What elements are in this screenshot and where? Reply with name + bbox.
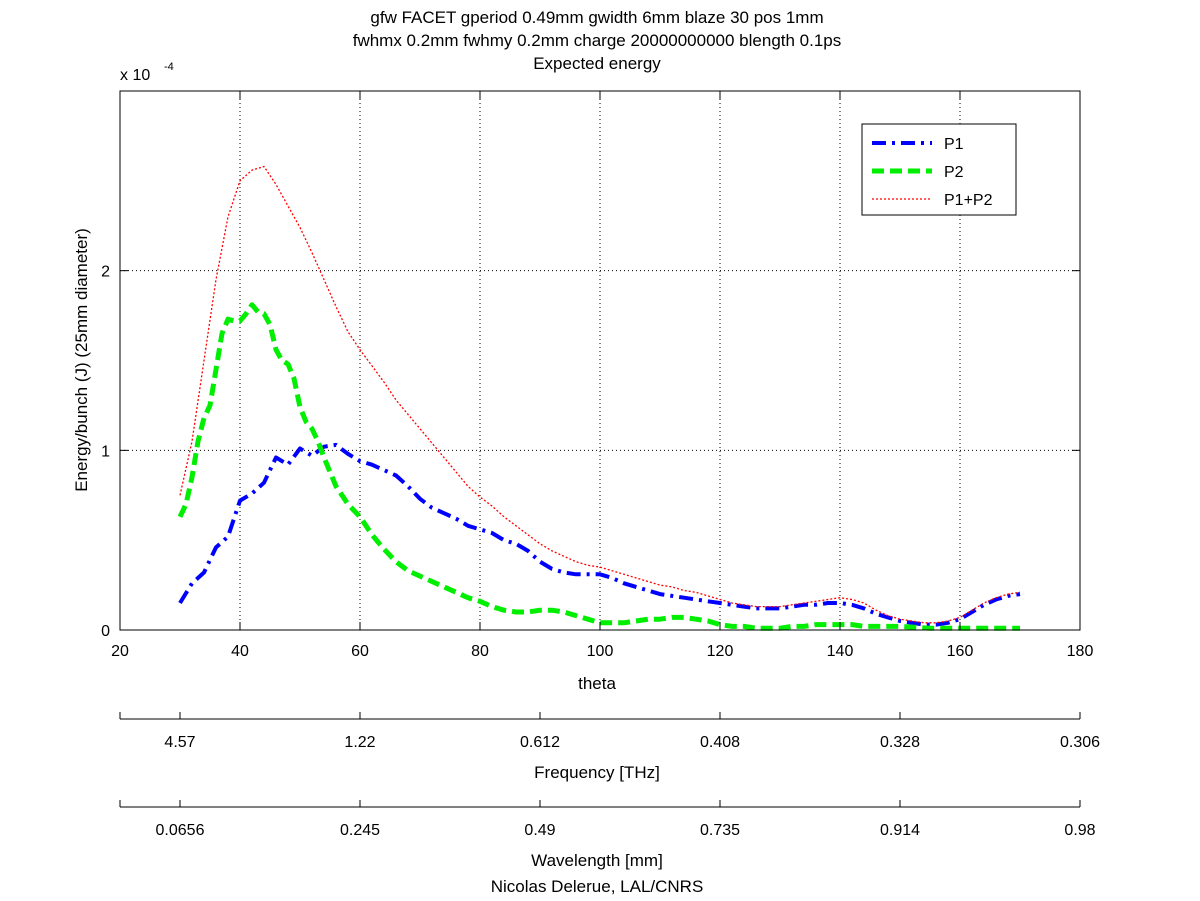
- chart-title: gfw FACET gperiod 0.49mm gwidth 6mm blaz…: [353, 8, 842, 73]
- secondary-tick-label: 0.328: [880, 734, 920, 751]
- x-tick-label: 80: [471, 643, 489, 660]
- secondary-tick-label: 0.408: [700, 734, 740, 751]
- legend: P1 P2 P1+P2: [861, 123, 1017, 216]
- title-line-3: Expected energy: [533, 54, 661, 73]
- secondary-tick-label: 0.735: [700, 822, 740, 839]
- legend-label: P2: [944, 164, 964, 181]
- secondary-tick-label: 1.22: [344, 734, 375, 751]
- wavelength-axis-label: Wavelength [mm]: [531, 851, 663, 870]
- secondary-axes: 4.57 1.22 0.612 0.408 0.328 0.306 0.0656 0.245 0…: [119, 712, 1100, 839]
- series-line-p2: [177, 302, 1020, 631]
- x-axis-label: theta: [578, 674, 616, 693]
- x-tick-label: 60: [351, 643, 369, 660]
- x-tick-label: 140: [827, 643, 854, 660]
- series-lines: [177, 165, 1021, 631]
- title-line-2: fwhmx 0.2mm fwhmy 0.2mm charge 200000000…: [353, 31, 842, 50]
- series-line-p1-plus-p2: [179, 165, 1021, 624]
- secondary-tick-label: 0.98: [1064, 822, 1095, 839]
- y-tick-label: 0: [101, 623, 110, 640]
- x-tick-label: 100: [587, 643, 614, 660]
- y-multiplier-exponent: -4: [164, 61, 174, 73]
- legend-box: [861, 123, 1017, 216]
- x-tick-label: 180: [1067, 643, 1094, 660]
- secondary-tick-label: 0.245: [340, 822, 380, 839]
- legend-label: P1+P2: [944, 192, 993, 209]
- secondary-tick-label: 0.306: [1060, 734, 1100, 751]
- x-tick-label: 120: [707, 643, 734, 660]
- title-line-1: gfw FACET gperiod 0.49mm gwidth 6mm blaz…: [370, 8, 823, 27]
- frequency-axis-label: Frequency [THz]: [534, 763, 660, 782]
- secondary-tick-label: 0.612: [520, 734, 560, 751]
- credit-text: Nicolas Delerue, LAL/CNRS: [491, 877, 704, 896]
- y-multiplier-base: x 10: [120, 67, 150, 84]
- secondary-tick-label: 0.0656: [156, 822, 205, 839]
- legend-label: P1: [944, 136, 964, 153]
- y-axis-label: Energy/bunch (J) (25mm diameter): [72, 228, 91, 492]
- y-tick-label: 1: [101, 443, 110, 460]
- secondary-tick-label: 0.49: [524, 822, 555, 839]
- x-tick-label: 160: [947, 643, 974, 660]
- grid-lines: [120, 91, 1080, 630]
- secondary-tick-label: 0.914: [880, 822, 920, 839]
- x-tick-label: 20: [111, 643, 129, 660]
- main-axes: 20 40 60 80 100 120 140 160 180 0 1 2: [101, 91, 1093, 660]
- y-tick-label: 2: [101, 264, 110, 281]
- x-tick-label: 40: [231, 643, 249, 660]
- secondary-tick-label: 4.57: [164, 734, 195, 751]
